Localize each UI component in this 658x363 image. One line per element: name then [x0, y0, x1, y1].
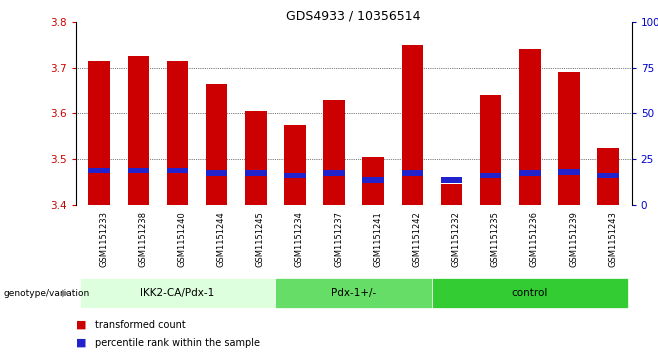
Text: GSM1151235: GSM1151235 — [491, 211, 499, 267]
Text: GSM1151239: GSM1151239 — [569, 211, 578, 267]
Bar — [88, 168, 110, 174]
Text: GSM1151241: GSM1151241 — [373, 211, 382, 267]
Text: GSM1151242: GSM1151242 — [413, 211, 421, 267]
Bar — [88, 61, 110, 205]
Text: GSM1151237: GSM1151237 — [334, 211, 343, 267]
Bar — [558, 72, 580, 205]
Bar — [519, 49, 541, 205]
Text: GSM1151238: GSM1151238 — [138, 211, 147, 267]
Bar — [284, 172, 306, 178]
Bar — [363, 177, 384, 183]
Bar — [401, 45, 423, 205]
Text: GSM1151243: GSM1151243 — [608, 211, 617, 267]
Bar — [128, 56, 149, 205]
Bar — [597, 172, 619, 178]
Bar — [166, 61, 188, 205]
Bar — [284, 125, 306, 205]
Bar — [323, 170, 345, 176]
Text: transformed count: transformed count — [95, 320, 186, 330]
Bar — [206, 170, 228, 176]
Text: GDS4933 / 10356514: GDS4933 / 10356514 — [286, 9, 421, 22]
FancyBboxPatch shape — [275, 278, 432, 308]
Text: Pdx-1+/-: Pdx-1+/- — [331, 288, 376, 298]
Bar — [558, 170, 580, 175]
Text: GSM1151233: GSM1151233 — [99, 211, 108, 267]
Bar — [166, 168, 188, 174]
Text: GSM1151244: GSM1151244 — [216, 211, 226, 267]
Bar — [206, 83, 228, 205]
Text: GSM1151232: GSM1151232 — [451, 211, 461, 267]
Text: control: control — [512, 288, 548, 298]
Text: ■: ■ — [76, 338, 86, 348]
Bar — [245, 170, 266, 176]
Text: GSM1151245: GSM1151245 — [256, 211, 265, 267]
Text: GSM1151234: GSM1151234 — [295, 211, 304, 267]
Text: IKK2-CA/Pdx-1: IKK2-CA/Pdx-1 — [140, 288, 215, 298]
Bar — [597, 148, 619, 205]
Bar — [363, 157, 384, 205]
Text: genotype/variation: genotype/variation — [3, 289, 89, 298]
Bar — [441, 177, 463, 183]
Bar — [401, 170, 423, 176]
Bar — [245, 111, 266, 205]
Text: GSM1151236: GSM1151236 — [530, 211, 539, 267]
Text: percentile rank within the sample: percentile rank within the sample — [95, 338, 261, 348]
Bar — [128, 168, 149, 174]
FancyBboxPatch shape — [432, 278, 628, 308]
FancyBboxPatch shape — [80, 278, 275, 308]
Text: GSM1151240: GSM1151240 — [178, 211, 186, 267]
Bar — [441, 184, 463, 205]
Bar — [480, 172, 501, 178]
Bar — [323, 100, 345, 205]
Bar — [519, 170, 541, 176]
Text: ▶: ▶ — [62, 288, 69, 298]
Text: ■: ■ — [76, 320, 86, 330]
Bar — [480, 95, 501, 205]
